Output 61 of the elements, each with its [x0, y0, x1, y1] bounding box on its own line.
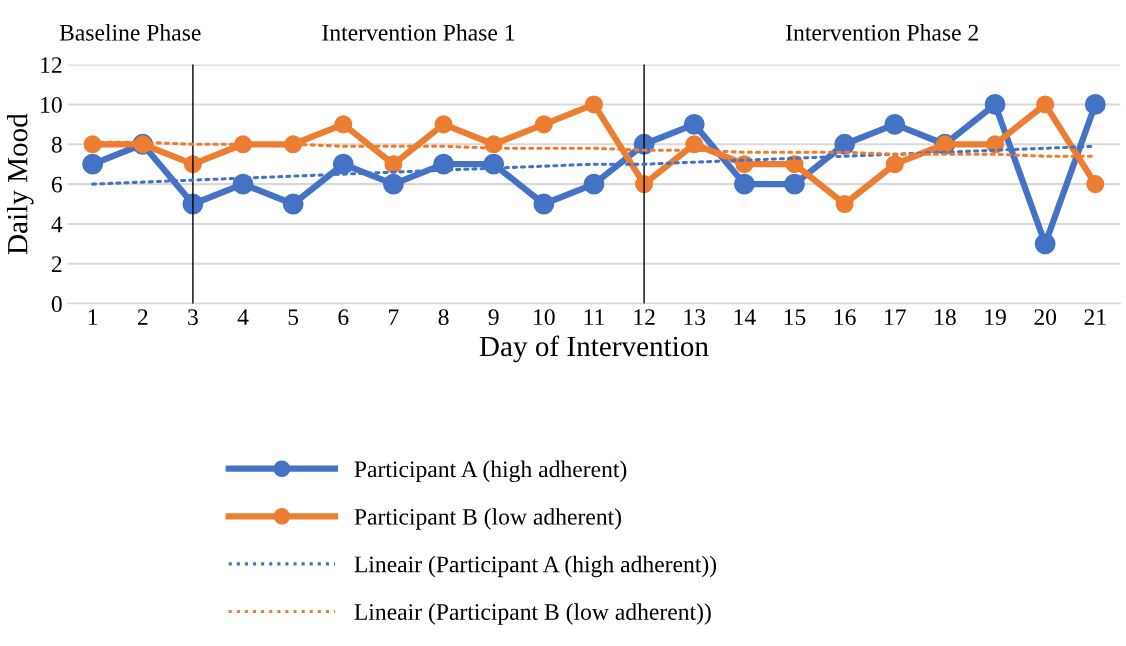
x-tick-label: 21: [1084, 309, 1106, 325]
point: [334, 115, 353, 134]
point: [434, 115, 453, 134]
x-tick-label: 12: [634, 309, 655, 325]
point: [1034, 233, 1056, 255]
x-tick-label: 2: [137, 309, 148, 325]
x-tick-label: 6: [338, 309, 349, 326]
y-tick-label: 6: [51, 176, 62, 193]
point: [1086, 175, 1105, 194]
x-tick-label: 1: [88, 309, 98, 325]
x-tick-label: 17: [885, 309, 906, 325]
y-tick-label: 0: [51, 296, 62, 313]
x-axis-title: Day of Intervention: [479, 335, 709, 363]
x-tick-label: 14: [734, 309, 756, 325]
y-tick-label: 2: [51, 256, 62, 272]
point: [383, 173, 404, 195]
point: [534, 115, 553, 134]
point: [583, 173, 605, 195]
text: Baseline Phase: [59, 24, 201, 41]
point: [784, 173, 805, 195]
x-tick-label: 16: [834, 309, 856, 326]
x-tick-label: 3: [188, 309, 198, 326]
point: [1084, 94, 1106, 115]
point: [685, 135, 704, 154]
y-tick-label: 10: [41, 96, 62, 113]
point: [683, 113, 705, 135]
point: [984, 94, 1006, 115]
y-tick-label: 4: [51, 216, 63, 233]
point: [384, 155, 403, 174]
point: [82, 153, 104, 175]
x-tick-label: 19: [985, 309, 1006, 326]
legend-label: Participant A (high adherent): [354, 460, 627, 483]
x-tick-label: 9: [488, 309, 499, 326]
x-tick-label: 11: [584, 309, 604, 325]
point: [884, 113, 906, 135]
point: [834, 133, 856, 155]
x-tick-label: 13: [684, 309, 706, 326]
x-tick-label: 5: [288, 309, 299, 326]
legend-label: Lineair (Participant B (low adherent)): [354, 603, 711, 625]
point: [835, 194, 854, 214]
x-tick-label: 8: [438, 309, 449, 326]
x-tick-label: 10: [534, 309, 555, 326]
y-tick-label: 12: [41, 57, 62, 73]
legend-label: Lineair (Participant A (high adherent)): [354, 555, 717, 578]
point: [1036, 95, 1055, 114]
x-tick-label: 18: [935, 309, 956, 326]
text: Intervention Phase 2: [786, 24, 978, 41]
x-tick-label: 4: [237, 309, 249, 325]
point: [885, 155, 904, 174]
x-tick-label: 20: [1034, 309, 1057, 326]
point: [733, 173, 755, 195]
y-axis-title: Daily Mood: [7, 113, 34, 255]
point: [282, 193, 304, 215]
y-tick-label: 8: [51, 136, 62, 153]
x-tick-label: 7: [389, 309, 399, 325]
point: [332, 153, 354, 175]
x-tick-label: 15: [784, 309, 806, 326]
point: [584, 95, 603, 114]
point: [533, 193, 555, 215]
legend-label: Participant B (low adherent): [354, 508, 621, 530]
text: Intervention Phase 1: [322, 24, 515, 41]
